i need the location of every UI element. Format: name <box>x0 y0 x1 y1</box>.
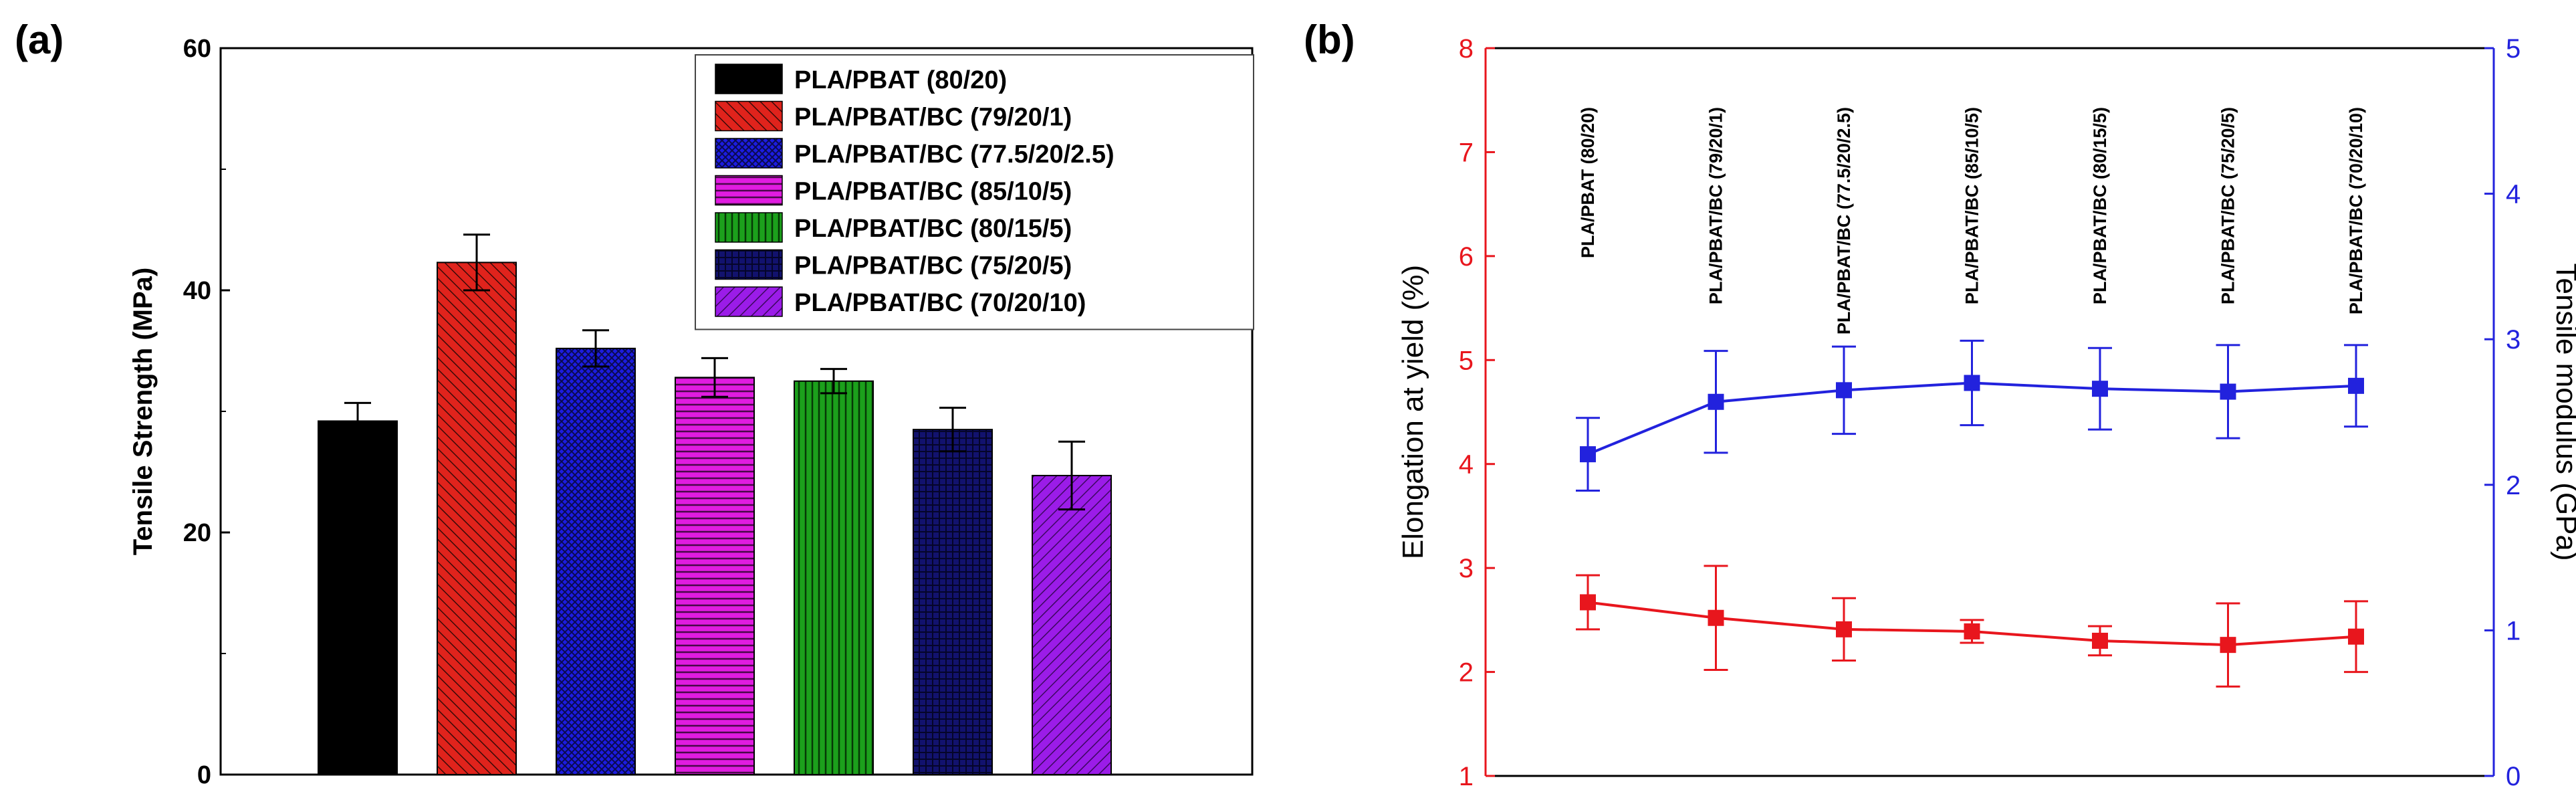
category-label: PLA/PBAT/BC (79/20/1) <box>1706 107 1726 304</box>
left-tick-label: 2 <box>1459 658 1474 688</box>
right-tick-label: 3 <box>2506 325 2521 355</box>
legend-entry: PLA/PBAT/BC (70/20/10) <box>794 289 1086 317</box>
data-point <box>2348 377 2364 394</box>
legend-swatch <box>715 212 783 243</box>
panel-b-label: (b) <box>1304 17 1355 62</box>
right-tick-label: 1 <box>2506 616 2521 645</box>
right-tick-label: 5 <box>2506 34 2521 64</box>
bar <box>913 429 993 775</box>
legend-entry: PLA/PBAT/BC (79/20/1) <box>794 104 1072 132</box>
legend-swatch <box>715 249 783 280</box>
y-tick-label: 20 <box>183 519 211 547</box>
category-label: PLA/PBAT/BC (85/10/5) <box>1962 107 1982 304</box>
panel-b-chart: 1 2 3 4 5 6 7 8 0 1 2 3 4 5 Elongation at yield (%) Ten… <box>1397 34 2576 791</box>
data-point <box>1964 623 1980 639</box>
legend-entry: PLA/PBAT/BC (85/10/5) <box>794 178 1072 206</box>
data-point <box>2220 637 2236 654</box>
data-point <box>2348 628 2364 645</box>
left-tick-label: 6 <box>1459 242 1474 272</box>
data-point <box>1580 594 1596 611</box>
category-label: PLA/PBAT (80/20) <box>1578 107 1598 258</box>
left-tick-label: 5 <box>1459 346 1474 375</box>
legend-entry: PLA/PBAT/BC (75/20/5) <box>794 252 1072 280</box>
data-point <box>1836 621 1852 637</box>
data-point <box>1708 393 1724 410</box>
right-tick-label: 0 <box>2506 762 2521 791</box>
category-label: PLA/PBAT/BC (70/20/10) <box>2346 107 2366 314</box>
legend-swatch <box>715 175 783 206</box>
bar <box>318 420 398 775</box>
data-point <box>2092 632 2108 649</box>
left-tick-label: 3 <box>1459 554 1474 583</box>
data-point <box>2220 383 2236 400</box>
left-tick-label: 1 <box>1459 762 1474 791</box>
panel-a-label: (a) <box>15 17 64 62</box>
category-label: PLA/PBAT/BC (80/15/5) <box>2090 107 2110 304</box>
left-axis-title: Elongation at yield (%) <box>1397 265 1429 559</box>
left-tick-label: 8 <box>1459 34 1474 64</box>
legend-entry: PLA/PBAT (80/20) <box>794 66 1007 94</box>
bar <box>437 262 517 775</box>
bar <box>675 377 755 775</box>
legend-box <box>695 54 1254 330</box>
panel-a-chart: 0 20 40 60 Tensile Strength (MPa) PLA/PBAT (8… <box>128 35 1254 789</box>
legend-swatch <box>715 286 783 317</box>
data-point <box>2092 381 2108 397</box>
legend-swatch <box>715 100 783 132</box>
data-point <box>1580 446 1596 463</box>
legend-entry: PLA/PBAT/BC (80/15/5) <box>794 215 1072 243</box>
y-tick-label: 40 <box>183 277 211 305</box>
y-tick-label: 0 <box>197 761 211 789</box>
legend-entry: PLA/PBAT/BC (77.5/20/2.5) <box>794 140 1115 169</box>
legend-swatch <box>715 138 783 169</box>
data-point <box>1708 609 1724 626</box>
bar <box>1032 474 1112 775</box>
category-label: PLA/PBAT/BC (75/20/5) <box>2218 107 2238 304</box>
right-tick-label: 2 <box>2506 471 2521 500</box>
right-axis-title: Tensile modulus (GPa) <box>2550 263 2576 561</box>
left-tick-label: 4 <box>1459 450 1474 480</box>
data-point <box>1964 375 1980 391</box>
y-axis-title: Tensile Strength (MPa) <box>128 268 158 555</box>
left-tick-label: 7 <box>1459 138 1474 167</box>
category-label: PLA/PBAT/BC (77.5/20/2.5) <box>1834 107 1854 334</box>
bar <box>556 347 636 775</box>
legend-swatch <box>715 64 783 94</box>
y-tick-label: 60 <box>183 35 211 63</box>
data-point <box>1836 382 1852 399</box>
right-tick-label: 4 <box>2506 180 2521 209</box>
bar <box>794 380 874 775</box>
